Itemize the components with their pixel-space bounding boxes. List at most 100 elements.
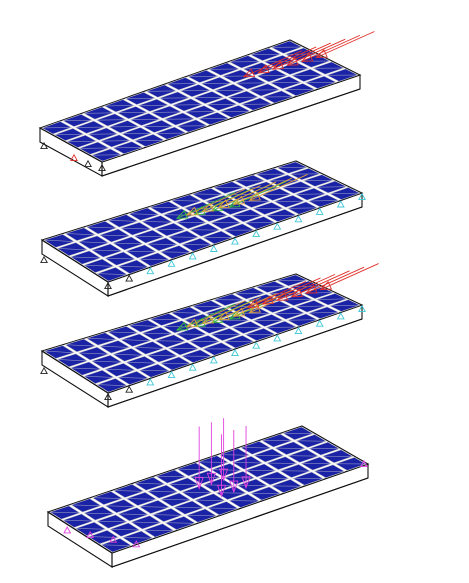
support-marker: [358, 304, 366, 313]
mesh-diagonal: [65, 344, 96, 347]
load-arrow-head: [232, 195, 246, 205]
mesh-diagonal: [83, 376, 114, 378]
support-marker: [188, 363, 197, 371]
support-marker: [273, 334, 282, 342]
mesh-diagonal: [112, 242, 144, 245]
load-arrow-head: [201, 202, 215, 213]
load-arrow-shaft: [272, 42, 331, 70]
load-arrow-shaft: [233, 177, 293, 205]
load-arrow-shaft: [320, 263, 379, 290]
slab-bottom-edge: [101, 88, 361, 177]
support-marker: [188, 252, 197, 260]
support-marker: [315, 319, 324, 327]
support-marker: [315, 207, 324, 215]
support-marker: [40, 255, 48, 264]
support-marker: [146, 378, 155, 386]
mesh-diagonal: [168, 483, 199, 485]
mesh-diagonal: [44, 350, 75, 353]
mesh-diagonal: [316, 298, 347, 300]
support-marker: [360, 459, 368, 468]
support-marker: [132, 540, 141, 548]
mesh-diagonal: [171, 200, 202, 202]
load-arrow-shaft: [186, 188, 246, 216]
load-arrow-head: [175, 209, 189, 219]
load-arrow-shaft: [243, 50, 302, 78]
load-arrow-shaft: [202, 296, 261, 324]
load-arrow-shaft: [301, 34, 361, 62]
load-arrow-shaft: [258, 46, 317, 74]
mesh-diagonal: [78, 241, 109, 244]
load-arrow-shaft: [186, 300, 246, 328]
mesh-diagonal: [133, 235, 165, 238]
mesh-diagonal: [165, 522, 196, 524]
load-arrow-head: [304, 284, 318, 294]
support-marker: [70, 153, 78, 162]
mesh-diagonal: [65, 233, 96, 236]
load-arrow-head: [248, 191, 261, 201]
load-arrow-shaft: [228, 180, 288, 208]
mesh-diagonal: [86, 338, 117, 340]
mesh-diagonal: [112, 354, 144, 356]
load-arrow-shaft: [276, 273, 336, 301]
load-arrow-shaft: [176, 303, 236, 331]
mesh-diagonal: [149, 206, 181, 209]
mesh-diagonal: [219, 454, 250, 456]
mesh-diagonal: [104, 257, 136, 260]
load-arrow-shaft: [291, 270, 350, 298]
mesh-diagonal: [107, 331, 138, 334]
support-marker: [63, 526, 72, 534]
mesh-diagonal: [96, 384, 128, 386]
mesh-diagonal: [141, 221, 173, 223]
mesh-diagonal: [57, 359, 88, 362]
support-marker: [167, 370, 176, 379]
load-arrow-head: [257, 64, 270, 74]
mesh-diagonal: [57, 248, 88, 251]
mesh-diagonal: [50, 511, 80, 514]
load-arrow-shaft: [287, 38, 346, 66]
mesh-diagonal: [173, 507, 204, 509]
mesh-diagonal: [113, 490, 144, 492]
mesh-diagonal: [70, 256, 101, 259]
load-arrow-head: [185, 206, 199, 216]
load-arrow-head: [228, 198, 241, 208]
support-marker: [231, 237, 239, 245]
mesh-diagonal: [75, 528, 106, 530]
load-arrow-head: [290, 288, 303, 298]
mesh-diagonal: [155, 476, 186, 478]
mesh-diagonal: [99, 346, 130, 348]
mesh-diagonal: [147, 491, 178, 493]
mesh-diagonal: [96, 273, 128, 275]
support-marker: [84, 159, 92, 168]
load-arrow-head: [228, 310, 241, 320]
load-arrow-head: [271, 60, 285, 70]
load-arrow-shaft: [249, 174, 308, 201]
load-arrow-shaft: [176, 191, 236, 219]
slab-panel-4: [46, 418, 370, 569]
mesh-diagonal: [104, 369, 136, 371]
load-arrow-head: [248, 304, 261, 313]
mesh-diagonal: [186, 515, 217, 517]
mesh-diagonal: [181, 491, 212, 493]
load-arrow-shaft: [247, 281, 307, 308]
support-marker: [86, 530, 95, 539]
slab-top-face: [38, 39, 362, 163]
load-arrow-shaft: [202, 185, 261, 212]
support-marker: [252, 229, 261, 238]
load-arrow-shaft: [218, 181, 277, 209]
load-arrow-head: [201, 314, 215, 324]
mesh-diagonal: [107, 220, 138, 222]
mesh-diagonal: [143, 529, 174, 531]
load-arrow-head: [218, 468, 229, 482]
mesh-diagonal: [308, 200, 339, 202]
load-arrow-head: [241, 476, 251, 490]
load-arrow-head: [315, 49, 328, 58]
support-marker: [125, 274, 134, 282]
slab-panel-1: [38, 31, 375, 177]
mesh-diagonal: [128, 325, 159, 327]
mesh-diagonal: [287, 319, 318, 321]
mesh-diagonal: [147, 355, 178, 357]
load-arrow-head: [217, 311, 230, 321]
mesh-diagonal: [122, 537, 153, 539]
load-arrow-head: [232, 307, 246, 317]
